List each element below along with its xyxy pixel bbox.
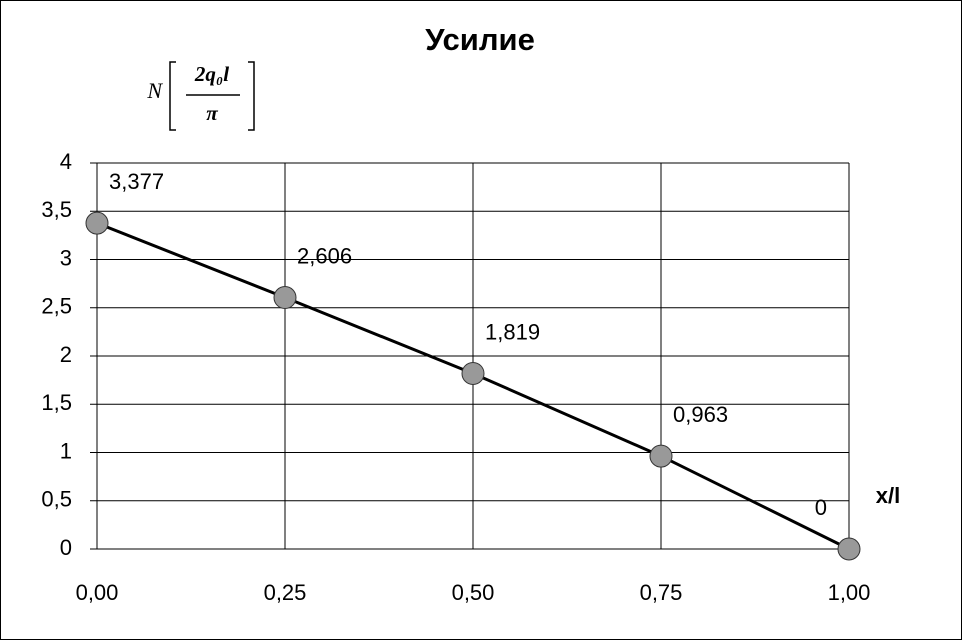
data-label: 0,963 <box>673 402 728 427</box>
y-tick-label: 3,5 <box>41 197 72 222</box>
chart-title: Усилие <box>425 22 535 57</box>
y-label-brackets <box>169 61 255 131</box>
y-tick-label: 0,5 <box>41 487 72 512</box>
data-label: 2,606 <box>297 243 352 268</box>
y-tick-label: 3 <box>60 245 72 270</box>
marker <box>649 444 673 468</box>
x-axis-label: x/l <box>876 483 900 508</box>
x-tick-label: 0,50 <box>452 580 495 605</box>
y-tick-label: 1 <box>60 438 72 463</box>
y-tick-label: 2,5 <box>41 294 72 319</box>
y-tick-label: 4 <box>60 149 72 174</box>
y-tick-label: 2 <box>60 342 72 367</box>
y-tick-label: 1,5 <box>41 390 72 415</box>
x-tick-label: 1,00 <box>828 580 871 605</box>
y-label-numerator: 2q₀l <box>194 62 229 86</box>
marker <box>85 211 109 235</box>
x-tick-label: 0,25 <box>264 580 307 605</box>
data-label: 0 <box>815 495 827 520</box>
y-axis-label: N 2q₀l π <box>146 61 255 131</box>
y-label-symbol: N <box>146 78 163 103</box>
y-tick-label: 0 <box>60 535 72 560</box>
marker <box>461 361 485 385</box>
data-label: 3,377 <box>109 169 164 194</box>
x-tick-label: 0,00 <box>76 580 119 605</box>
marker <box>837 537 861 561</box>
data-label: 1,819 <box>485 319 540 344</box>
marker <box>273 286 297 310</box>
x-tick-label: 0,75 <box>640 580 683 605</box>
y-label-denominator: π <box>206 101 218 125</box>
